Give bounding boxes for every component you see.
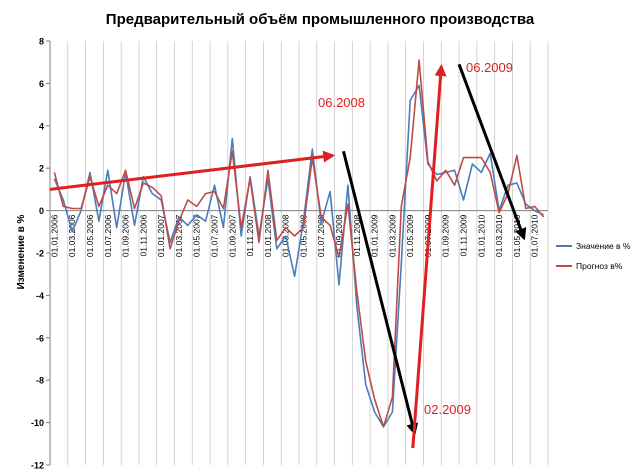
y-tick-label: -12 [31, 461, 44, 471]
trend-arrow-1 [49, 150, 336, 191]
annotation-label: 02.2009 [424, 402, 471, 417]
trend-arrow-2 [342, 150, 419, 436]
x-tick-label: 01.11.2007 [245, 214, 255, 256]
x-tick-label: 01.07.2006 [103, 214, 113, 257]
series-line-1 [53, 84, 544, 428]
x-tick-label: 01.09.2009 [441, 214, 451, 257]
x-tick-label: 01.05.2008 [298, 214, 308, 257]
y-tick-label: -4 [36, 291, 44, 301]
x-tick-label: 01.05.2007 [192, 214, 202, 257]
x-tick-label: 01.07.2010 [530, 214, 540, 257]
series-line-2 [53, 59, 545, 428]
y-tick-label: 6 [39, 79, 44, 89]
x-tick-label: 01.07.2008 [316, 214, 326, 257]
x-tick-label: 01.09.2007 [227, 214, 237, 257]
y-axis-label: Изменение в % [16, 214, 27, 289]
x-tick-label: 01.03.2007 [174, 214, 184, 257]
annotation-label: 06.2008 [318, 95, 365, 110]
x-tick-label: 01.03.2010 [494, 214, 504, 257]
x-tick-label: 01.11.2006 [138, 214, 148, 256]
x-tick-label: 01.01.2009 [370, 214, 380, 257]
series-lines [53, 59, 545, 428]
legend-label: Значение в % [576, 241, 631, 251]
y-tick-label: -6 [36, 333, 44, 343]
y-tick-label: -8 [36, 376, 44, 386]
trend-arrow-3 [411, 64, 447, 449]
x-tick-label: 01.03.2006 [67, 214, 77, 257]
x-tick-label: 01.09.2006 [121, 214, 131, 257]
y-tick-label: 8 [39, 37, 44, 47]
annotations: 06.2008 02.2009 06.2009 [318, 60, 513, 417]
x-tick-label: 01.05.2006 [85, 214, 95, 257]
trend-arrows [49, 63, 527, 449]
annotation-label: 06.2009 [466, 60, 513, 75]
axes: -12 -10 -8 -6 -4 -2 0 2 4 6 8 01.01.2006 01.03.2006 0… [31, 37, 548, 471]
y-tick-label: -2 [36, 249, 44, 259]
x-tick-label: 01.11.2009 [459, 214, 469, 256]
chart-title: Предварительный объём промышленного прои… [106, 11, 535, 28]
x-tick-label: 01.07.2007 [210, 214, 220, 257]
x-tick-label: 01.01.2008 [263, 214, 273, 257]
legend: Значение в % Прогноз в% [556, 241, 631, 271]
legend-label: Прогноз в% [576, 261, 623, 271]
y-tick-label: -10 [31, 418, 44, 428]
y-tick-label: 2 [39, 164, 44, 174]
y-tick-label: 0 [39, 206, 44, 216]
x-tick-label: 01.05.2009 [405, 214, 415, 257]
x-tick-label: 01.01.2007 [156, 214, 166, 257]
x-tick-label: 01.01.2010 [476, 214, 486, 257]
trend-arrow-4 [457, 63, 527, 241]
x-tick-label: 01.01.2006 [49, 214, 59, 257]
x-tick-label: 01.11.2008 [352, 214, 362, 256]
x-tick-label: 01.09.2008 [334, 214, 344, 257]
y-tick-label: 4 [39, 121, 44, 131]
x-tick-label: 01.03.2009 [387, 214, 397, 257]
